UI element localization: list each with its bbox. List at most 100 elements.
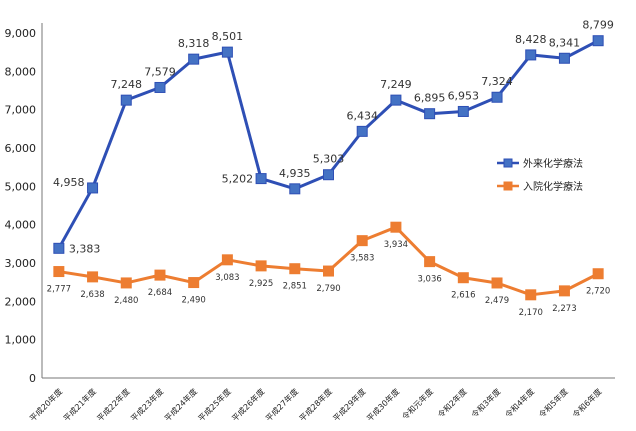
data-label: 2,777 — [47, 285, 71, 295]
y-tick-label: 9,000 — [5, 27, 37, 40]
y-tick-label: 3,000 — [5, 257, 37, 270]
data-label: 8,341 — [549, 36, 581, 49]
data-point — [87, 182, 99, 194]
data-point — [525, 49, 537, 61]
data-point — [390, 221, 402, 233]
y-tick-label: 4,000 — [5, 219, 37, 232]
x-tick-label: 令和5年度 — [537, 386, 570, 419]
data-point — [188, 53, 200, 65]
y-tick-label: 5,000 — [5, 180, 37, 193]
data-point — [289, 183, 301, 195]
data-label: 2,480 — [114, 296, 138, 306]
data-point — [457, 105, 469, 117]
data-label: 7,579 — [144, 65, 176, 78]
x-tick-label: 平成30年度 — [364, 386, 401, 423]
y-tick-label: 6,000 — [5, 142, 37, 155]
data-point — [188, 277, 200, 289]
x-tick-label: 令和元年度 — [400, 386, 435, 421]
data-label: 2,273 — [552, 304, 576, 314]
data-label: 6,953 — [448, 89, 480, 102]
x-tick-label: 平成26年度 — [230, 386, 267, 423]
data-label: 6,895 — [414, 92, 446, 105]
data-point — [558, 285, 570, 297]
data-label: 3,383 — [69, 242, 101, 255]
data-point — [255, 173, 267, 185]
x-tick-label: 平成20年度 — [27, 386, 64, 423]
data-point — [356, 235, 368, 247]
data-label: 6,434 — [346, 109, 378, 122]
data-label: 7,324 — [481, 75, 513, 88]
data-label: 2,925 — [249, 279, 273, 289]
data-label: 7,248 — [111, 78, 143, 91]
data-point — [221, 46, 233, 58]
x-tick-label: 平成24年度 — [162, 386, 199, 423]
data-point — [558, 52, 570, 64]
x-tick-label: 令和6年度 — [570, 386, 603, 419]
data-point — [120, 94, 132, 106]
x-tick-label: 令和3年度 — [469, 386, 502, 419]
data-point — [289, 263, 301, 275]
series-line-1 — [57, 39, 599, 250]
data-label: 3,934 — [384, 240, 408, 250]
data-label: 2,790 — [316, 284, 340, 294]
data-label: 4,935 — [279, 167, 311, 180]
data-point — [53, 266, 65, 278]
legend-label-1: 外来化学療法 — [523, 157, 583, 170]
data-point — [424, 108, 436, 120]
series-layer — [53, 35, 604, 301]
data-label: 5,202 — [222, 173, 254, 186]
data-label: 7,249 — [380, 78, 412, 91]
data-label: 2,490 — [182, 296, 206, 306]
y-tick-label: 1,000 — [5, 334, 37, 347]
legend-marker-1 — [503, 158, 513, 168]
data-point — [592, 35, 604, 47]
y-tick-label: 8,000 — [5, 65, 37, 78]
y-tick-label: 2,000 — [5, 295, 37, 308]
axes: 0 1,000 2,000 3,000 4,000 5,000 6,000 7,000 8,00… — [5, 23, 615, 423]
x-tick-label: 平成27年度 — [263, 386, 300, 423]
x-tick-label: 平成29年度 — [331, 386, 368, 423]
data-point — [491, 277, 503, 289]
x-tick-label: 平成23年度 — [128, 386, 165, 423]
data-point — [154, 81, 166, 93]
data-point — [424, 256, 436, 268]
x-tick-label: 平成22年度 — [95, 386, 132, 423]
data-label: 3,583 — [350, 254, 374, 264]
data-point — [457, 272, 469, 284]
data-label: 3,083 — [215, 273, 239, 283]
data-label: 2,720 — [586, 287, 610, 297]
data-point — [390, 94, 402, 106]
data-label: 2,170 — [519, 308, 543, 318]
data-label: 2,616 — [451, 291, 475, 301]
data-label: 2,851 — [283, 282, 307, 292]
data-point — [323, 169, 334, 181]
data-label: 3,036 — [417, 275, 441, 285]
data-point — [87, 271, 99, 283]
data-point — [120, 277, 132, 289]
legend-label-2: 入院化学療法 — [523, 180, 583, 193]
data-point — [323, 265, 334, 277]
y-tick-label: 7,000 — [5, 104, 37, 117]
data-label: 2,638 — [80, 290, 104, 300]
x-tick-label: 令和4年度 — [503, 386, 536, 419]
data-label: 8,501 — [212, 30, 244, 43]
data-point — [154, 269, 166, 281]
x-tick-label: 令和2年度 — [435, 386, 468, 419]
y-tick-label: 0 — [29, 372, 36, 385]
legend-marker-2 — [503, 181, 513, 191]
data-label: 5,303 — [313, 153, 345, 166]
x-tick-label: 平成25年度 — [196, 386, 233, 423]
data-point — [592, 268, 604, 280]
data-label: 2,684 — [148, 288, 172, 298]
data-point — [221, 254, 233, 266]
x-tick-label: 平成28年度 — [297, 386, 334, 423]
data-point — [525, 289, 537, 301]
data-point — [356, 125, 368, 137]
data-label: 2,479 — [485, 296, 509, 306]
data-point — [53, 242, 65, 254]
data-point — [491, 91, 503, 103]
data-label: 8,428 — [515, 33, 547, 46]
